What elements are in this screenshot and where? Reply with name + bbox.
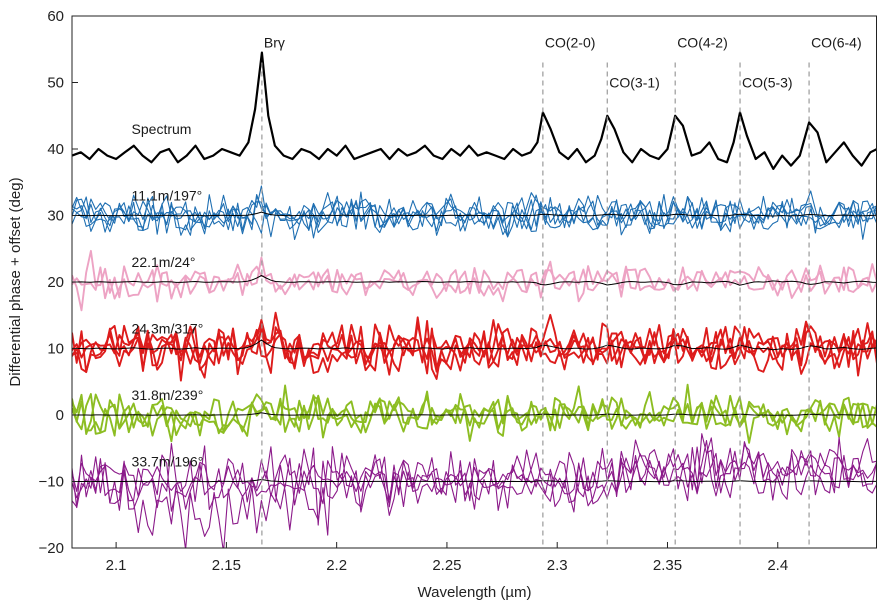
phase-series-line bbox=[72, 249, 877, 312]
marker-label: CO(2-0) bbox=[545, 35, 596, 51]
phase-series-line bbox=[72, 256, 877, 303]
spectrum-line bbox=[72, 51, 877, 170]
y-tick-label: −20 bbox=[39, 540, 64, 557]
model-reference-line bbox=[72, 211, 877, 217]
model-reference-line bbox=[72, 412, 877, 416]
y-tick-label: 0 bbox=[56, 407, 64, 424]
phase-series-line bbox=[72, 440, 877, 510]
y-tick-label: 60 bbox=[47, 8, 64, 25]
phase-group bbox=[72, 185, 877, 241]
series-label: 22.1m/24° bbox=[132, 254, 196, 270]
phase-series-line bbox=[72, 383, 877, 444]
phase-series-line bbox=[72, 185, 877, 238]
phase-series-line bbox=[72, 316, 877, 377]
x-tick-label: 2.3 bbox=[547, 557, 568, 574]
x-axis-label: Wavelength (µm) bbox=[418, 584, 532, 600]
x-tick-label: 2.2 bbox=[326, 557, 347, 574]
x-tick-label: 2.35 bbox=[653, 557, 682, 574]
series-layer bbox=[72, 51, 877, 548]
y-tick-label: 10 bbox=[47, 341, 64, 358]
phase-series-line bbox=[72, 192, 877, 235]
phase-group bbox=[72, 433, 877, 548]
y-tick-label: 20 bbox=[47, 274, 64, 291]
phase-group bbox=[72, 383, 877, 444]
phase-series-line bbox=[72, 385, 877, 442]
model-reference-line bbox=[72, 274, 877, 286]
axes: Wavelength (µm) Differential phase + off… bbox=[7, 8, 877, 600]
y-tick-label: 40 bbox=[47, 141, 64, 158]
marker-label: CO(6-4) bbox=[811, 35, 862, 51]
y-tick-label: 30 bbox=[47, 208, 64, 225]
phase-group bbox=[72, 249, 877, 312]
series-label: 31.8m/239° bbox=[132, 387, 204, 403]
series-label: 24.3m/317° bbox=[132, 321, 204, 337]
model-reference-line bbox=[72, 339, 877, 351]
series-label: 11.1m/197° bbox=[132, 188, 203, 204]
x-tick-label: 2.25 bbox=[432, 557, 461, 574]
marker-label: CO(5-3) bbox=[742, 75, 793, 91]
y-tick-label: −10 bbox=[39, 474, 64, 491]
model-reference-line bbox=[72, 478, 877, 483]
series-group bbox=[72, 51, 877, 548]
x-tick-label: 2.1 bbox=[106, 557, 127, 574]
series-labels: Spectrum 11.1m/197° 22.1m/24° 24.3m/317° 31.… bbox=[132, 121, 204, 470]
line-markers: Brγ CO(2-0) CO(3-1) CO(4-2) CO(5-3) CO(6-4) bbox=[261, 35, 862, 548]
x-tick-label: 2.4 bbox=[767, 557, 788, 574]
series-label: 33.7m/196° bbox=[132, 454, 204, 470]
phase-group bbox=[72, 311, 877, 382]
marker-label: CO(4-2) bbox=[677, 35, 728, 51]
x-tick-label: 2.15 bbox=[212, 557, 241, 574]
phase-series-line bbox=[72, 313, 877, 379]
y-axis-label: Differential phase + offset (deg) bbox=[7, 177, 24, 386]
series-label: Spectrum bbox=[132, 121, 192, 137]
marker-label: CO(3-1) bbox=[609, 75, 660, 91]
phase-series-line bbox=[72, 433, 877, 526]
y-tick-label: 50 bbox=[47, 75, 64, 92]
marker-label: Brγ bbox=[264, 35, 285, 51]
